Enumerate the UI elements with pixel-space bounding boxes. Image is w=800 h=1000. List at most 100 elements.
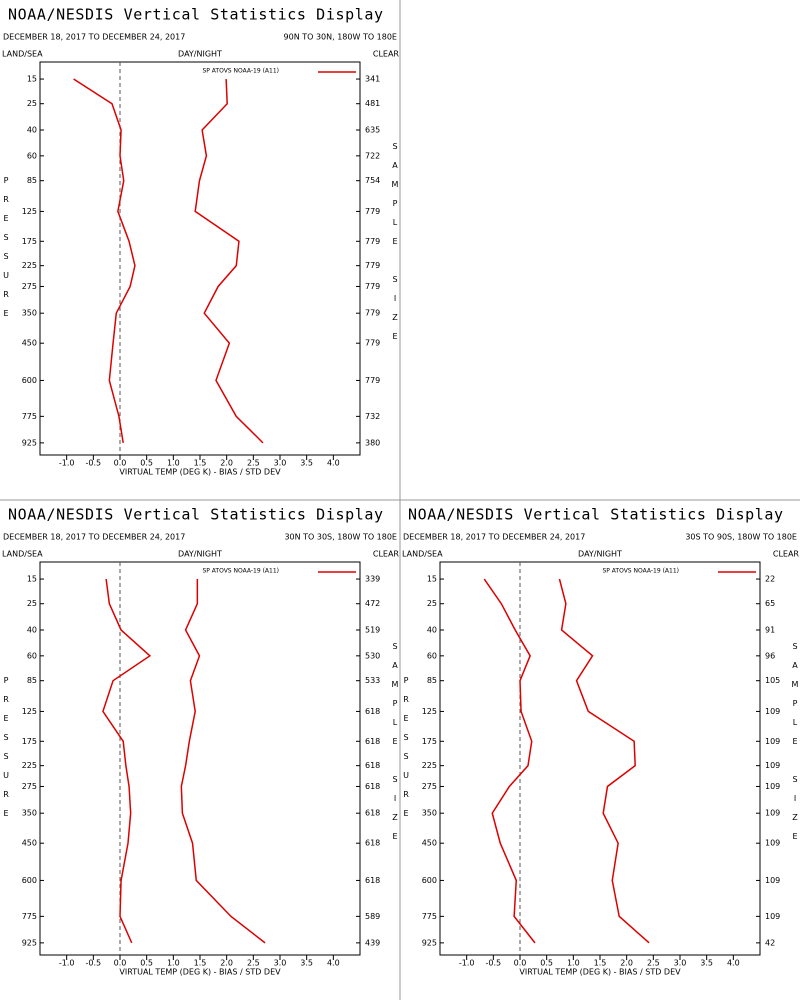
y-tick-label: 60 [427,651,437,660]
sample-size: 618 [365,782,380,791]
land-sea: LAND/SEA [402,550,443,559]
y-tick-label: 85 [27,676,37,685]
y-tick-label: 925 [22,938,37,947]
x-tick-label: 0.5 [140,959,153,968]
y-tick-label: 225 [422,761,437,770]
x-tick-label: 3.5 [300,959,313,968]
y-tick-label: 125 [22,707,37,716]
x-tick-label: 2.0 [220,459,233,468]
sample-size: 779 [365,207,380,216]
subtitle: DECEMBER 18, 2017 TO DECEMBER 24, 2017 [3,33,185,42]
sample-size: 618 [365,761,380,770]
sample-size: 618 [365,707,380,716]
sample-size: 22 [765,575,775,584]
sample-size: 618 [365,839,380,848]
day-night: DAY/NIGHT [178,550,222,559]
x-tick-label: 1.0 [567,959,580,968]
sample-size: 472 [365,599,380,608]
legend-label: SP ATOVS NOAA-19 (A11) [202,68,279,75]
sample-size: 339 [365,575,380,584]
data-line [194,79,264,444]
y-tick-label: 275 [22,282,37,291]
y-tick-label: 25 [27,599,37,608]
sample-size: 779 [365,376,380,385]
sample-size: 341 [365,75,380,84]
x-tick-label: -0.5 [86,459,102,468]
x-tick-label: 0.0 [514,959,527,968]
y-tick-label: 600 [22,876,37,885]
y-tick-label: 175 [22,737,37,746]
sample-size: 481 [365,99,380,108]
chart-title: NOAA/NESDIS Vertical Statistics Display [408,506,784,524]
y-axis-label: PRESSURE [402,676,411,828]
sample-size: 519 [365,625,380,634]
panel: NOAA/NESDIS Vertical Statistics Display D… [2,506,400,977]
data-line [558,578,650,944]
y-tick-label: 275 [422,782,437,791]
sample-size: 105 [765,676,780,685]
y-tick-label: 175 [422,737,437,746]
y-tick-label: 125 [22,207,37,216]
y2-axis-label: SAMPLE SIZE [391,642,400,851]
x-axis-label: VIRTUAL TEMP (DEG K) - BIAS / STD DEV [119,468,281,477]
sample-size: 779 [365,237,380,246]
data-line [483,578,536,944]
subtitle: DECEMBER 18, 2017 TO DECEMBER 24, 2017 [3,533,185,542]
y-tick-label: 350 [22,809,37,818]
x-tick-label: 1.0 [167,959,180,968]
land-sea: LAND/SEA [2,550,43,559]
y-tick-label: 775 [22,912,37,921]
x-tick-label: 4.0 [727,959,740,968]
day-night: DAY/NIGHT [578,550,622,559]
chart-title: NOAA/NESDIS Vertical Statistics Display [8,6,384,24]
x-tick-label: -1.0 [59,959,75,968]
x-tick-label: 3.0 [274,459,287,468]
y-tick-label: 125 [422,707,437,716]
sample-size: 732 [365,412,380,421]
y-tick-label: 25 [427,599,437,608]
y-tick-label: 225 [22,761,37,770]
y-tick-label: 600 [22,376,37,385]
sample-size: 618 [365,876,380,885]
clear: CLEAR [373,50,400,59]
x-tick-label: 4.0 [327,959,340,968]
y-tick-label: 15 [27,75,37,84]
y-tick-label: 450 [422,839,437,848]
region: 90N TO 30N, 180W TO 180E [284,33,397,42]
y-tick-label: 60 [27,151,37,160]
y-tick-label: 85 [27,176,37,185]
x-tick-label: 0.5 [540,959,553,968]
plot-frame [439,561,761,956]
y-tick-label: 15 [27,575,37,584]
sample-size: 779 [365,309,380,318]
x-tick-label: 1.5 [194,459,207,468]
x-axis-label: VIRTUAL TEMP (DEG K) - BIAS / STD DEV [119,968,281,977]
sample-size: 109 [765,809,780,818]
x-tick-label: -0.5 [86,959,102,968]
y-tick-label: 275 [22,782,37,791]
legend-label: SP ATOVS NOAA-19 (A11) [202,568,279,575]
sample-size: 109 [765,839,780,848]
day-night: DAY/NIGHT [178,50,222,59]
y-tick-label: 85 [427,676,437,685]
panel: NOAA/NESDIS Vertical Statistics Display D… [402,506,800,977]
sample-size: 722 [365,151,380,160]
x-tick-label: 2.0 [620,959,633,968]
y-tick-label: 350 [22,309,37,318]
sample-size: 109 [765,876,780,885]
y-tick-label: 925 [22,438,37,447]
panel: NOAA/NESDIS Vertical Statistics Display D… [2,6,400,477]
clear: CLEAR [373,550,400,559]
x-tick-label: -1.0 [459,959,475,968]
x-tick-label: 2.0 [220,959,233,968]
y-tick-label: 775 [22,412,37,421]
y-tick-label: 450 [22,339,37,348]
x-tick-label: 1.0 [167,459,180,468]
y-tick-label: 600 [422,876,437,885]
sample-size: 96 [765,651,775,660]
y-tick-label: 40 [27,125,37,134]
x-tick-label: 2.5 [247,459,260,468]
x-tick-label: -1.0 [59,459,75,468]
sample-size: 779 [365,282,380,291]
sample-size: 109 [765,737,780,746]
